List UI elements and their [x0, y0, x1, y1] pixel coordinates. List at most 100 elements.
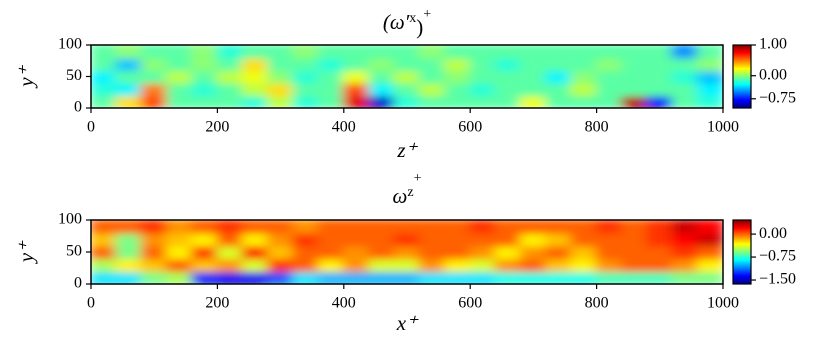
- heat-cell: [191, 81, 219, 97]
- heat-cell: [494, 69, 522, 84]
- heat-cell: [469, 81, 497, 97]
- heat-cell: [443, 270, 472, 284]
- heat-cell: [494, 94, 522, 108]
- heat-cell: [545, 81, 573, 97]
- heat-cell: [140, 81, 168, 97]
- heat-cell: [292, 220, 320, 234]
- heat-cell: [115, 257, 143, 273]
- heat-cell: [292, 231, 320, 247]
- x-tick-label: 1000: [707, 119, 739, 136]
- x-tick-label: 600: [458, 295, 482, 312]
- heat-cell: [317, 270, 345, 284]
- heat-cell: [342, 270, 371, 284]
- heat-cell: [216, 94, 244, 108]
- heat-cell: [595, 257, 623, 273]
- y-axis-label: y⁺: [14, 64, 38, 88]
- heat-cell: [671, 81, 699, 97]
- heat-cell: [570, 257, 598, 273]
- heat-cell: [91, 231, 118, 247]
- x-tick-label: 0: [87, 119, 95, 136]
- heat-cell: [140, 231, 168, 247]
- heat-cell: [443, 69, 472, 84]
- heat-cell: [418, 45, 446, 59]
- heat-cell: [393, 244, 421, 260]
- heat-cell: [620, 45, 649, 59]
- heat-cell: [519, 244, 548, 260]
- heat-cell: [241, 231, 269, 247]
- heat-cell: [519, 220, 548, 234]
- heat-cell: [595, 231, 623, 247]
- heat-cell: [216, 220, 244, 234]
- heat-cell: [519, 56, 548, 72]
- heatmap: [91, 220, 723, 284]
- colorbar: [732, 219, 752, 285]
- y-tick-label: 50: [66, 243, 82, 260]
- heat-cell: [671, 69, 699, 84]
- heat-cell: [266, 257, 295, 273]
- heat-cell: [91, 69, 118, 84]
- heat-cell: [191, 69, 219, 84]
- heat-cell: [115, 231, 143, 247]
- heat-cell: [418, 231, 446, 247]
- x-tick-label: 800: [585, 119, 609, 136]
- heat-cell: [469, 45, 497, 59]
- heat-cell: [671, 56, 699, 72]
- heat-cell: [266, 244, 295, 260]
- heat-cell: [469, 231, 497, 247]
- heat-cell: [216, 244, 244, 260]
- heat-cell: [292, 257, 320, 273]
- heat-cell: [469, 94, 497, 108]
- heat-cell: [494, 81, 522, 97]
- heat-cell: [317, 81, 345, 97]
- heat-cell: [646, 94, 674, 108]
- heat-cell: [469, 257, 497, 273]
- heat-cell: [140, 244, 168, 260]
- heat-cell: [241, 56, 269, 72]
- heat-cell: [696, 45, 723, 59]
- heat-cell: [519, 81, 548, 97]
- heat-cell: [646, 270, 674, 284]
- heat-cell: [266, 231, 295, 247]
- heatmap: [91, 45, 723, 108]
- heat-cell: [342, 45, 371, 59]
- heat-cell: [115, 270, 143, 284]
- heat-cell: [368, 69, 396, 84]
- colorbar-tick-label: −0.75: [759, 248, 796, 265]
- heat-cell: [545, 69, 573, 84]
- heat-cell: [696, 220, 723, 234]
- heat-cell: [317, 257, 345, 273]
- heat-cell: [418, 244, 446, 260]
- heat-cell: [570, 220, 598, 234]
- heat-cell: [342, 56, 371, 72]
- heat-cell: [519, 45, 548, 59]
- heat-cell: [620, 270, 649, 284]
- colorbar-tick-label: 0.00: [759, 225, 787, 242]
- heat-cell: [620, 94, 649, 108]
- heat-cell: [545, 257, 573, 273]
- heat-cell: [595, 220, 623, 234]
- heat-cell: [342, 220, 371, 234]
- heat-cell: [620, 231, 649, 247]
- heat-cell: [469, 244, 497, 260]
- title-part: +: [423, 7, 431, 22]
- heat-cell: [165, 244, 194, 260]
- heat-cell: [519, 69, 548, 84]
- heat-cell: [165, 69, 194, 84]
- heat-cell: [216, 69, 244, 84]
- heat-cell: [266, 69, 295, 84]
- heat-cell: [545, 94, 573, 108]
- heat-cell: [570, 45, 598, 59]
- heatmap-cells: [91, 45, 723, 108]
- heat-cell: [317, 94, 345, 108]
- heat-cell: [393, 81, 421, 97]
- heat-cell: [342, 69, 371, 84]
- heat-cell: [443, 220, 472, 234]
- heat-cell: [620, 244, 649, 260]
- heat-cell: [191, 231, 219, 247]
- heat-cell: [115, 69, 143, 84]
- heat-cell: [368, 220, 396, 234]
- colorbar-tick-label: 1.00: [759, 36, 787, 53]
- heat-cell: [570, 56, 598, 72]
- heat-cell: [292, 45, 320, 59]
